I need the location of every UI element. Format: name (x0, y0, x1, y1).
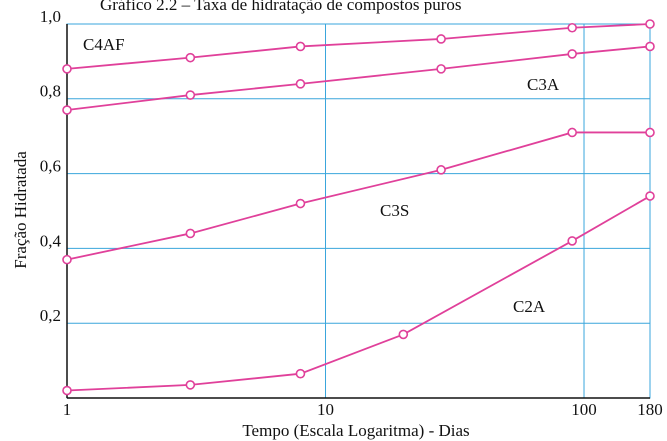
data-point (295, 79, 306, 89)
y-tick-label: 0,4 (40, 231, 62, 250)
y-tick-label: 0,6 (40, 157, 61, 176)
data-point (62, 105, 72, 115)
data-point (62, 385, 72, 396)
data-point (295, 41, 306, 52)
y-tick-label: 1,0 (40, 7, 61, 26)
data-point (567, 22, 577, 33)
data-point (436, 34, 446, 44)
data-point (645, 127, 655, 138)
x-axis-label: Tempo (Escala Logaritma) - Dias (242, 421, 469, 440)
x-tick-label: 10 (317, 400, 334, 419)
series-label: C3A (527, 75, 560, 94)
data-point (62, 64, 72, 74)
series-line (66, 23, 651, 70)
series-label: C4AF (83, 35, 125, 54)
data-point (398, 329, 409, 340)
data-point (567, 49, 577, 59)
plot-frame (66, 23, 651, 399)
data-point (185, 90, 196, 100)
chart-title: Gráfico 2.2 – Taxa de hidratação de comp… (100, 0, 462, 14)
data-point (185, 52, 196, 63)
data-point (62, 254, 72, 265)
data-point (645, 41, 655, 52)
series-line (66, 131, 650, 261)
x-tick-label: 180 (637, 400, 663, 419)
data-point (295, 198, 306, 209)
data-point (567, 127, 577, 138)
data-point (185, 228, 196, 239)
data-point (645, 19, 655, 29)
series-line (66, 45, 651, 111)
x-tick-label: 100 (571, 400, 597, 419)
y-tick-label: 0,2 (40, 306, 61, 325)
data-point (436, 165, 446, 175)
y-axis-label: Fração Hidratada (11, 151, 30, 269)
data-point (295, 368, 306, 379)
series-line (66, 195, 651, 392)
data-point (645, 191, 655, 201)
series-label: C2A (513, 297, 546, 316)
data-point (567, 236, 577, 246)
series-label: C3S (380, 201, 409, 220)
data-point (185, 380, 196, 390)
data-point (436, 64, 446, 74)
y-tick-label: 0,8 (40, 82, 61, 101)
x-tick-label: 1 (63, 400, 72, 419)
